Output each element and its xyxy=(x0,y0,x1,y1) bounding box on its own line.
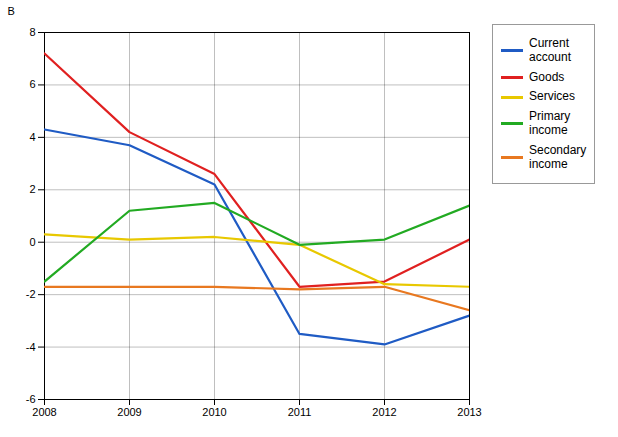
svg-text:2012: 2012 xyxy=(372,406,396,418)
svg-text:0: 0 xyxy=(29,236,35,248)
svg-text:B: B xyxy=(8,5,15,17)
svg-text:2: 2 xyxy=(29,183,35,195)
svg-text:6: 6 xyxy=(29,78,35,90)
html-text:Current account: Current account xyxy=(529,36,571,64)
svg-text:8: 8 xyxy=(29,26,35,38)
svg-text:4: 4 xyxy=(29,131,35,143)
svg-text:-6: -6 xyxy=(26,393,36,405)
svg-text:-4: -4 xyxy=(26,341,36,353)
html-text:Services: Services xyxy=(529,89,575,104)
html-text:Secondary income: Secondary income xyxy=(529,142,587,171)
html-text:Primary income: Primary income xyxy=(529,109,571,137)
svg-text:2008: 2008 xyxy=(32,406,56,418)
svg-text:2010: 2010 xyxy=(202,406,226,418)
svg-text:2011: 2011 xyxy=(288,406,312,418)
svg-text:2013: 2013 xyxy=(457,406,481,418)
svg-text:2009: 2009 xyxy=(117,406,141,418)
svg-text:-2: -2 xyxy=(26,288,36,300)
html-text:Goods: Goods xyxy=(529,69,565,84)
